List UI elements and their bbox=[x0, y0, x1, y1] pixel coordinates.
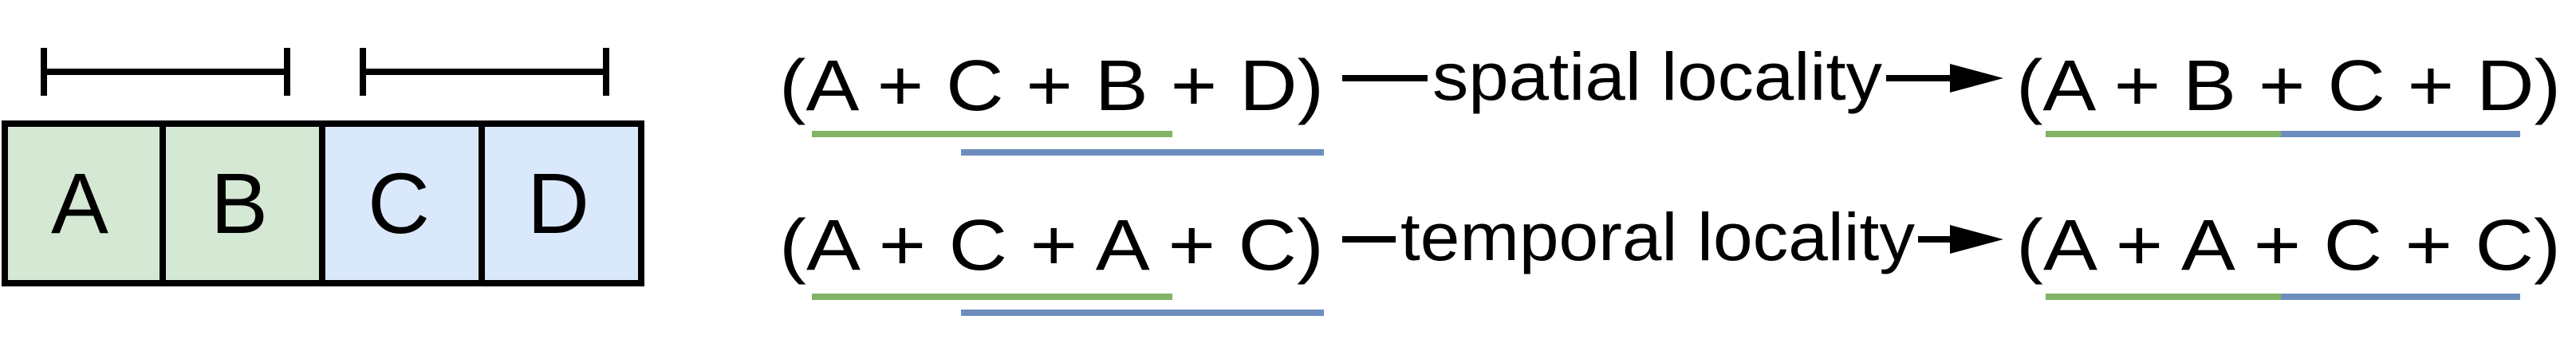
range-marker-ab bbox=[41, 48, 290, 96]
left-expression-spatial: (A + C + B + D) bbox=[779, 46, 1324, 126]
right-expression-spatial: (A + B + C + D) bbox=[2016, 46, 2561, 126]
arrow-label-temporal: temporal locality bbox=[1400, 199, 1915, 274]
memory-cell-c-label: C bbox=[368, 155, 430, 251]
memory-cell-d bbox=[479, 120, 644, 286]
memory-cell-a-label: A bbox=[51, 155, 108, 251]
arrow-head-temporal bbox=[1950, 225, 2003, 254]
arrow-label-spatial: spatial locality bbox=[1432, 39, 1882, 114]
right-expression-temporal: (A + A + C + C) bbox=[2016, 206, 2561, 286]
memory-cell-b-label: B bbox=[211, 155, 268, 251]
range-marker-cd bbox=[360, 48, 609, 96]
memory-cell-d-label: D bbox=[527, 155, 589, 251]
arrow-head-spatial bbox=[1950, 64, 2003, 93]
row-spatial: (A + C + B + D) spatial locality (A + B … bbox=[779, 39, 2561, 156]
memory-cell-a bbox=[2, 120, 166, 286]
left-expression-temporal: (A + C + A + C) bbox=[779, 206, 1324, 286]
memory-block: A B C D bbox=[2, 120, 644, 286]
row-temporal: (A + C + A + C) temporal locality (A + A… bbox=[779, 199, 2561, 316]
